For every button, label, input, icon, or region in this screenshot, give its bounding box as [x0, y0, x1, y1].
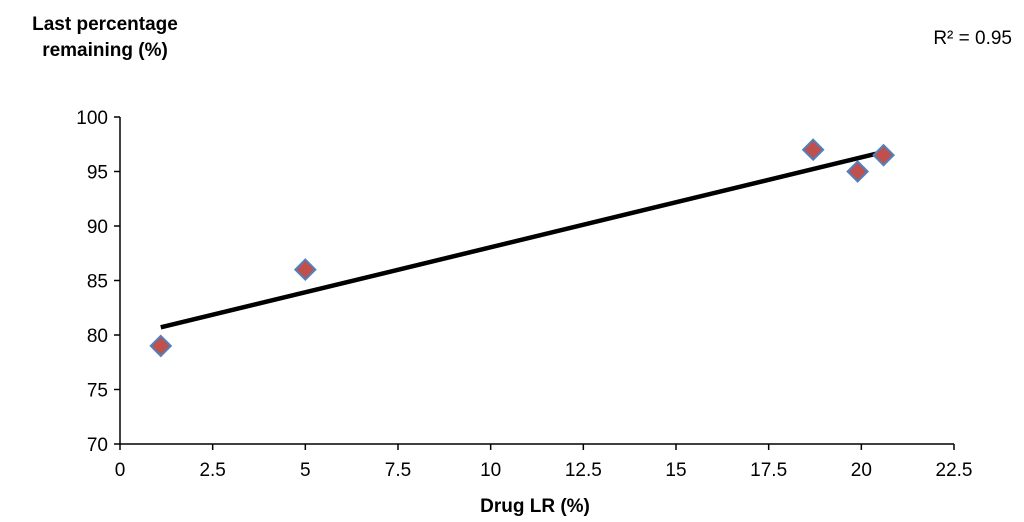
data-point-2	[293, 258, 317, 282]
data-point-4	[846, 160, 870, 183]
x-tick-label: 10	[480, 460, 501, 481]
x-tick-label: 12.5	[565, 460, 602, 481]
x-tick-label: 20	[851, 460, 872, 481]
y-tick-label: 100	[76, 108, 108, 129]
x-tick-label: 17.5	[750, 460, 787, 481]
y-axis-title-line-1: Last percentage	[32, 14, 178, 35]
linear-trendline	[160, 149, 885, 330]
data-points	[149, 138, 895, 358]
y-tick-label: 80	[87, 326, 108, 347]
y-tick-label: 75	[87, 381, 108, 402]
data-point-5	[872, 143, 895, 167]
y-tick-label: 85	[87, 272, 108, 293]
x-tick-label: 2.5	[199, 460, 225, 481]
trendline-group	[160, 149, 885, 330]
x-tick-label: 0	[115, 460, 126, 481]
data-point-3	[801, 138, 825, 162]
y-axis-title-line-2: remaining (%)	[42, 40, 168, 61]
data-point-1	[149, 334, 173, 358]
axes: 70 75 80 85 90 95 100 0 2.5 5 7.5 10 12.5 15 17.5 20 22.…	[76, 108, 972, 481]
x-tick-label: 15	[665, 460, 686, 481]
y-tick-label: 90	[87, 217, 108, 238]
y-tick-label: 70	[87, 435, 108, 456]
r-squared-annotation: R² = 0.95	[933, 28, 1012, 49]
x-axis-title: Drug LR (%)	[480, 496, 590, 517]
y-axis-title: Last percentage remaining (%)	[0, 12, 210, 64]
y-tick-label: 95	[87, 163, 108, 184]
x-tick-label: 5	[300, 460, 311, 481]
x-tick-label: 7.5	[385, 460, 411, 481]
x-tick-label: 22.5	[936, 460, 973, 481]
